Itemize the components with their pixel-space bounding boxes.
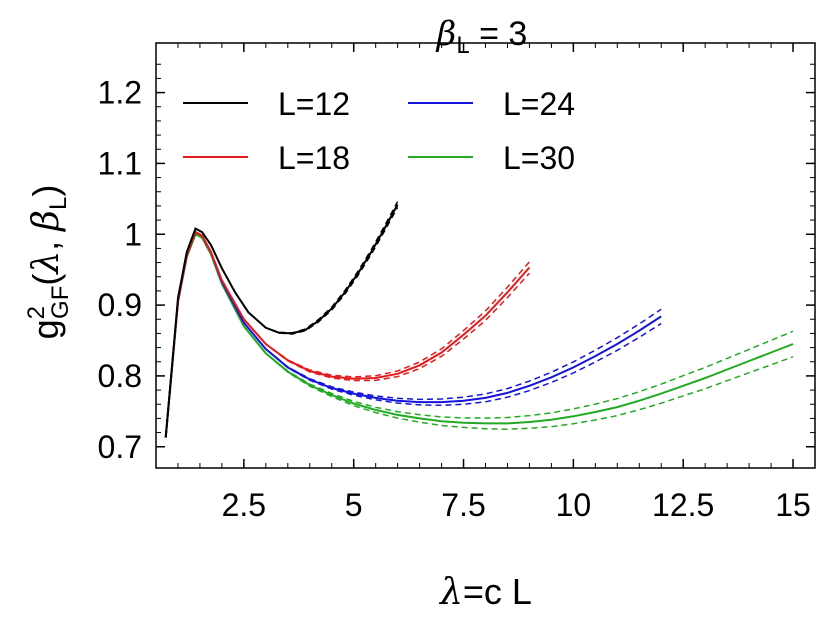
series-line-l18 bbox=[164, 230, 531, 438]
y-tick-label: 1.1 bbox=[98, 145, 142, 181]
x-tick-label: 7.5 bbox=[441, 487, 485, 523]
xlabel-symbol: λ bbox=[438, 572, 463, 613]
plot-area: 0.7 0.8 0.9 1 1.1 1.2 2.5 5 7.5 10 12.5 15 L=12 L=18 L… bbox=[98, 42, 816, 523]
y-tick-label: 0.8 bbox=[98, 358, 142, 394]
title-rest: = 3 bbox=[470, 15, 528, 53]
x-tick-label: 2.5 bbox=[222, 487, 266, 523]
y-tick-label: 0.7 bbox=[98, 429, 142, 465]
legend-label-l30: L=30 bbox=[503, 140, 575, 176]
ylabel-base: g bbox=[25, 319, 66, 339]
x-axis-label: λ=c L bbox=[438, 571, 532, 613]
legend-label-l24: L=24 bbox=[503, 86, 575, 122]
title-symbol: β bbox=[435, 14, 457, 54]
x-tick-label: 12.5 bbox=[652, 487, 714, 523]
y-tick-label: 1.2 bbox=[98, 75, 142, 111]
x-tick-label: 5 bbox=[345, 487, 363, 523]
ylabel-open: ( bbox=[25, 274, 66, 286]
series-line-l12 bbox=[164, 204, 399, 438]
xlabel-rest: =c L bbox=[463, 571, 532, 612]
ylabel-lambda: λ bbox=[26, 251, 67, 276]
y-axis-label: g2GF(λ, βL) bbox=[23, 185, 74, 340]
plot-frame bbox=[155, 42, 816, 469]
legend-label-l18: L=18 bbox=[278, 140, 350, 176]
x-tick-label: 15 bbox=[775, 487, 811, 523]
x-tick-label: 10 bbox=[556, 487, 592, 523]
legend-label-l12: L=12 bbox=[278, 86, 350, 122]
chart-title: βL = 3 bbox=[435, 14, 528, 59]
series-lower-band-l12 bbox=[164, 206, 399, 438]
y-tick-label: 0.9 bbox=[98, 287, 142, 323]
ylabel-comma: , bbox=[25, 231, 66, 251]
ylabel-beta: β bbox=[26, 210, 67, 233]
ylabel-close: ) bbox=[25, 185, 66, 197]
ylabel-beta-sub: L bbox=[45, 197, 72, 210]
ylabel-sup: 2 bbox=[23, 306, 50, 319]
y-tick-label: 1 bbox=[124, 216, 142, 252]
ylabel-sub: GF bbox=[47, 286, 74, 319]
